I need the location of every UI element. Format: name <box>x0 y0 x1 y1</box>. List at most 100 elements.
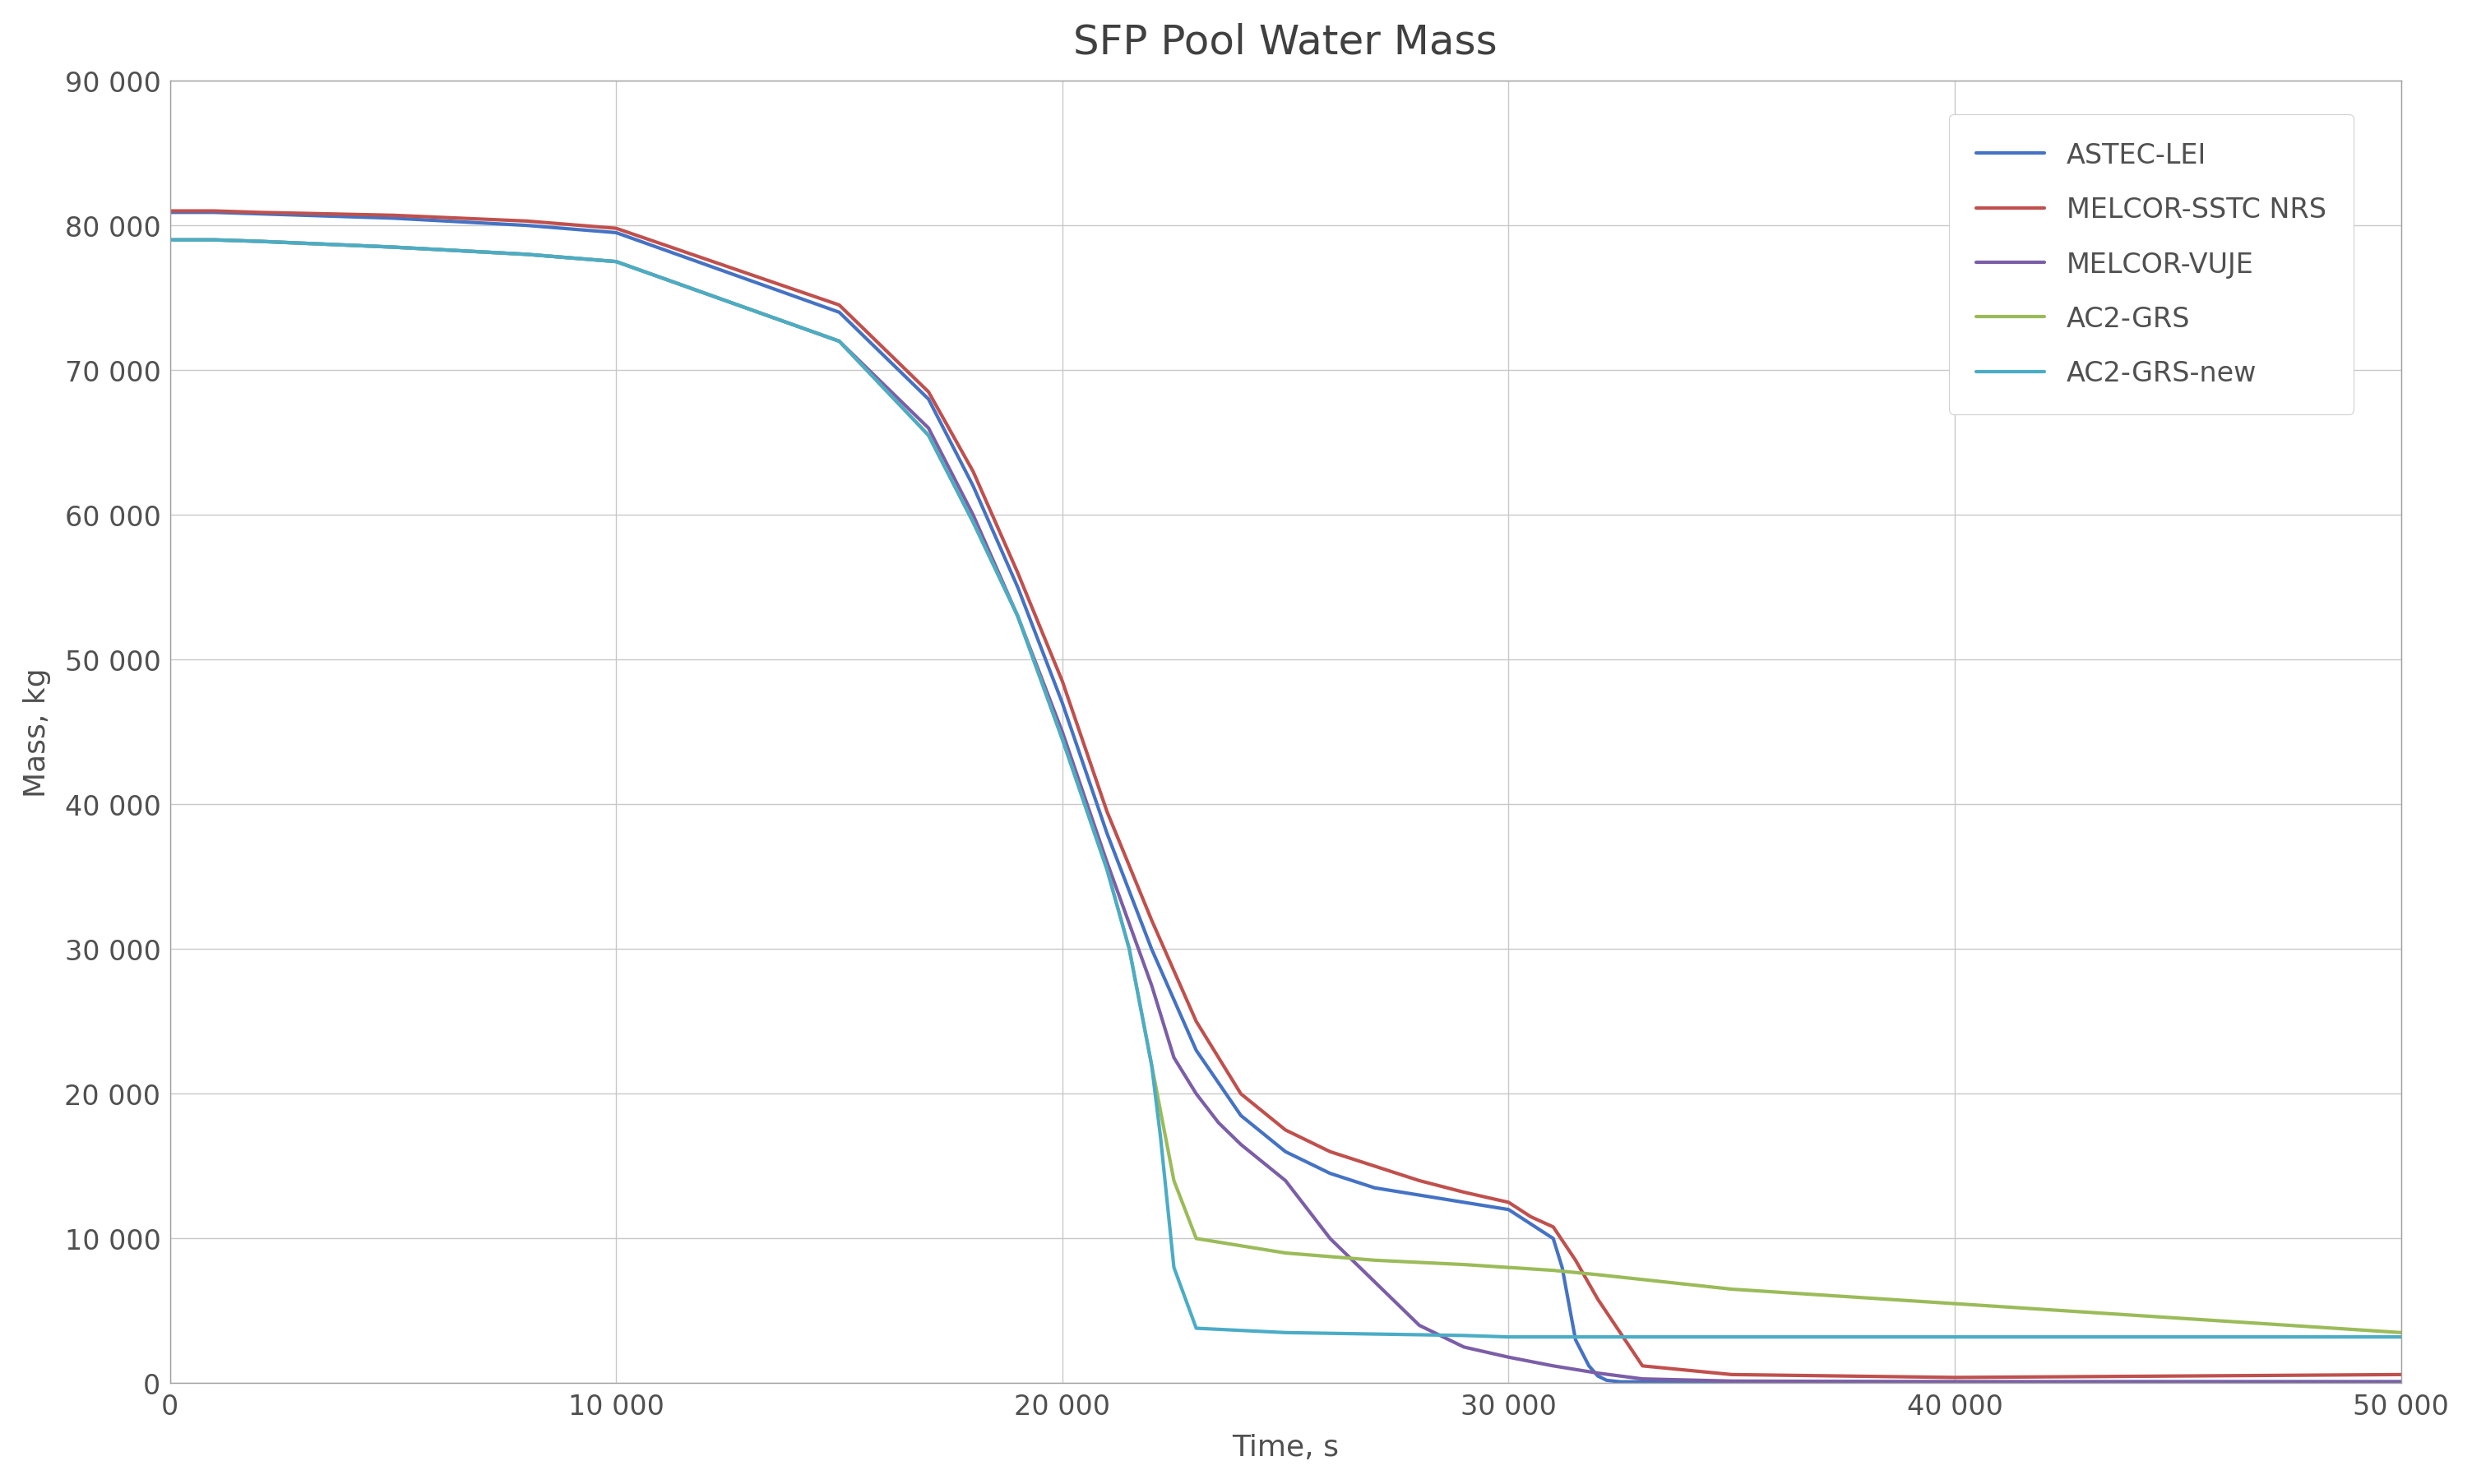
MELCOR-VUJE <box>1004 608 1033 626</box>
AC2-GRS <box>1182 1230 1211 1248</box>
MELCOR-VUJE <box>1404 1316 1434 1334</box>
ASTEC-LEI <box>1604 1373 1634 1391</box>
AC2-GRS <box>601 254 630 272</box>
AC2-GRS-new <box>161 232 190 249</box>
MELCOR-SSTC NRS <box>1718 1365 1748 1383</box>
MELCOR-SSTC NRS <box>1226 1085 1256 1103</box>
MELCOR-SSTC NRS <box>1560 1251 1589 1269</box>
MELCOR-SSTC NRS <box>601 220 630 237</box>
AC2-GRS-new <box>1093 861 1122 879</box>
ASTEC-LEI <box>161 205 190 223</box>
Line: AC2-GRS-new: AC2-GRS-new <box>171 240 2400 1337</box>
MELCOR-SSTC NRS <box>1360 1158 1389 1175</box>
MELCOR-SSTC NRS <box>1315 1143 1345 1160</box>
AC2-GRS-new <box>2385 1328 2415 1346</box>
Line: MELCOR-SSTC NRS: MELCOR-SSTC NRS <box>171 212 2400 1377</box>
AC2-GRS-new <box>1004 608 1033 626</box>
AC2-GRS <box>512 246 541 264</box>
X-axis label: Time, s: Time, s <box>1231 1434 1340 1462</box>
Y-axis label: Mass, kg: Mass, kg <box>22 668 52 797</box>
AC2-GRS-new <box>1137 1057 1167 1074</box>
MELCOR-SSTC NRS <box>245 205 274 223</box>
MELCOR-VUJE <box>1941 1373 1970 1391</box>
MELCOR-VUJE <box>915 420 944 438</box>
ASTEC-LEI <box>1560 1331 1589 1349</box>
AC2-GRS <box>1048 730 1078 748</box>
AC2-GRS-new <box>1048 730 1078 748</box>
MELCOR-VUJE <box>959 506 989 524</box>
MELCOR-VUJE <box>601 254 630 272</box>
MELCOR-SSTC NRS <box>512 212 541 230</box>
ASTEC-LEI <box>2385 1373 2415 1391</box>
MELCOR-VUJE <box>1582 1364 1612 1382</box>
ASTEC-LEI <box>601 224 630 242</box>
MELCOR-SSTC NRS <box>1404 1172 1434 1190</box>
AC2-GRS-new <box>1360 1325 1389 1343</box>
ASTEC-LEI <box>512 217 541 234</box>
MELCOR-VUJE <box>1360 1273 1389 1291</box>
MELCOR-VUJE <box>1048 724 1078 742</box>
AC2-GRS-new <box>959 513 989 531</box>
MELCOR-VUJE <box>1182 1085 1211 1103</box>
MELCOR-SSTC NRS <box>2385 1365 2415 1383</box>
MELCOR-SSTC NRS <box>156 203 185 221</box>
AC2-GRS-new <box>1538 1328 1567 1346</box>
MELCOR-SSTC NRS <box>915 383 944 401</box>
AC2-GRS-new <box>1159 1258 1189 1276</box>
ASTEC-LEI <box>1941 1373 1970 1391</box>
ASTEC-LEI <box>1226 1107 1256 1125</box>
AC2-GRS-new <box>512 246 541 264</box>
MELCOR-SSTC NRS <box>823 297 853 315</box>
Legend: ASTEC-LEI, MELCOR-SSTC NRS, MELCOR-VUJE, AC2-GRS, AC2-GRS-new: ASTEC-LEI, MELCOR-SSTC NRS, MELCOR-VUJE,… <box>1948 114 2353 414</box>
MELCOR-SSTC NRS <box>1093 803 1122 821</box>
AC2-GRS <box>823 332 853 350</box>
AC2-GRS-new <box>1493 1328 1523 1346</box>
ASTEC-LEI <box>1137 941 1167 959</box>
MELCOR-VUJE <box>512 246 541 264</box>
AC2-GRS-new <box>1941 1328 1970 1346</box>
MELCOR-VUJE <box>245 233 274 251</box>
AC2-GRS <box>1271 1244 1300 1261</box>
MELCOR-VUJE <box>1315 1230 1345 1248</box>
MELCOR-VUJE <box>823 332 853 350</box>
MELCOR-VUJE <box>1627 1370 1656 1388</box>
ASTEC-LEI <box>1315 1165 1345 1183</box>
AC2-GRS <box>245 233 274 251</box>
MELCOR-VUJE <box>156 232 185 249</box>
MELCOR-VUJE <box>1449 1339 1478 1356</box>
AC2-GRS <box>2385 1324 2415 1342</box>
ASTEC-LEI <box>1538 1230 1567 1248</box>
AC2-GRS-new <box>1145 1128 1174 1146</box>
ASTEC-LEI <box>156 205 185 223</box>
AC2-GRS-new <box>1115 941 1145 959</box>
AC2-GRS-new <box>200 232 230 249</box>
MELCOR-VUJE <box>1226 1135 1256 1153</box>
MELCOR-SSTC NRS <box>161 203 190 221</box>
AC2-GRS <box>1093 861 1122 879</box>
AC2-GRS <box>1582 1266 1612 1284</box>
MELCOR-SSTC NRS <box>200 203 230 221</box>
MELCOR-SSTC NRS <box>1604 1324 1634 1342</box>
MELCOR-VUJE <box>1538 1356 1567 1374</box>
MELCOR-SSTC NRS <box>1004 564 1033 582</box>
ASTEC-LEI <box>1093 825 1122 843</box>
MELCOR-SSTC NRS <box>1582 1291 1612 1309</box>
ASTEC-LEI <box>378 209 408 227</box>
AC2-GRS <box>378 239 408 257</box>
MELCOR-SSTC NRS <box>1449 1183 1478 1201</box>
ASTEC-LEI <box>200 205 230 223</box>
MELCOR-SSTC NRS <box>378 208 408 226</box>
AC2-GRS-new <box>601 254 630 272</box>
Title: SFP Pool Water Mass: SFP Pool Water Mass <box>1073 22 1498 62</box>
AC2-GRS <box>959 513 989 531</box>
ASTEC-LEI <box>1004 579 1033 597</box>
AC2-GRS-new <box>1182 1319 1211 1337</box>
AC2-GRS-new <box>1718 1328 1748 1346</box>
ASTEC-LEI <box>1360 1180 1389 1198</box>
MELCOR-SSTC NRS <box>1048 672 1078 690</box>
ASTEC-LEI <box>1582 1367 1612 1385</box>
MELCOR-SSTC NRS <box>1515 1208 1545 1226</box>
ASTEC-LEI <box>1575 1356 1604 1374</box>
AC2-GRS <box>161 232 190 249</box>
ASTEC-LEI <box>1182 1042 1211 1060</box>
